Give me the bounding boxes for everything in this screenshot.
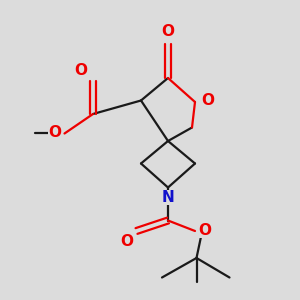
Text: O: O	[48, 125, 61, 140]
Text: O: O	[75, 63, 88, 78]
Text: O: O	[199, 223, 212, 238]
Text: O: O	[161, 24, 175, 39]
Text: N: N	[162, 190, 174, 205]
Text: O: O	[202, 93, 214, 108]
Text: O: O	[120, 234, 133, 249]
